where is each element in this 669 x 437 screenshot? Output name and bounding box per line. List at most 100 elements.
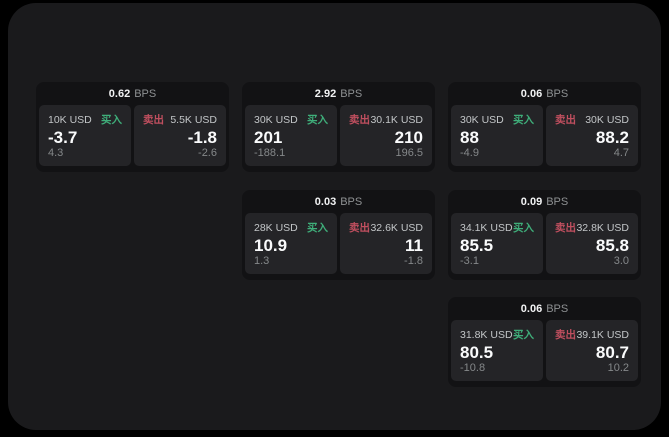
- buy-panel[interactable]: 34.1K USD 买入 85.5 -3.1: [451, 213, 543, 274]
- buy-side-label: 买入: [307, 222, 328, 234]
- sell-amount: 30K USD: [585, 114, 629, 126]
- quote-card: 2.92 BPS 30K USD 买入 201 -188.1 卖出 30.1K …: [242, 82, 435, 172]
- sell-side-label: 卖出: [143, 114, 164, 126]
- buy-panel-top: 28K USD 买入: [254, 220, 328, 235]
- buy-price: 201: [254, 128, 283, 147]
- bps-value: 0.62: [108, 87, 131, 100]
- buy-panel-top: 30K USD 买入: [254, 112, 328, 127]
- buy-panel-top: 34.1K USD 买入: [460, 220, 534, 235]
- card-header: 0.06 BPS: [448, 82, 641, 105]
- buy-price: 88: [460, 128, 479, 147]
- sell-side-label: 卖出: [555, 114, 576, 126]
- buy-delta: -4.9: [460, 147, 479, 159]
- sell-delta: 10.2: [607, 362, 629, 374]
- quote-panels: 31.8K USD 买入 80.5 -10.8 卖出 39.1K USD 80.…: [448, 320, 641, 384]
- sell-price: 210: [394, 128, 423, 147]
- buy-delta: -3.1: [460, 255, 479, 267]
- quote-card: 0.09 BPS 34.1K USD 买入 85.5 -3.1 卖出 32.8K…: [448, 190, 641, 280]
- quote-card: 0.06 BPS 31.8K USD 买入 80.5 -10.8 卖出 39.1…: [448, 297, 641, 387]
- buy-panel[interactable]: 28K USD 买入 10.9 1.3: [245, 213, 337, 274]
- buy-amount: 31.8K USD: [460, 329, 513, 341]
- buy-side-label: 买入: [513, 222, 534, 234]
- buy-price: 80.5: [460, 343, 494, 362]
- buy-panel-top: 30K USD 买入: [460, 112, 534, 127]
- sell-side-label: 卖出: [555, 222, 576, 234]
- bps-unit-label: BPS: [546, 302, 569, 315]
- sell-delta: -2.6: [198, 147, 217, 159]
- sell-panel[interactable]: 卖出 32.8K USD 85.8 3.0: [546, 213, 638, 274]
- buy-panel-top: 31.8K USD 买入: [460, 327, 534, 342]
- sell-panel-top: 卖出 39.1K USD: [555, 327, 629, 342]
- sell-price: 11: [405, 236, 423, 255]
- quotes-dashboard: 0.62 BPS 10K USD 买入 -3.7 4.3 卖出 5.5K USD…: [8, 3, 661, 430]
- buy-price: -3.7: [48, 128, 78, 147]
- quote-card: 0.62 BPS 10K USD 买入 -3.7 4.3 卖出 5.5K USD…: [36, 82, 229, 172]
- sell-panel-top: 卖出 30.1K USD: [349, 112, 423, 127]
- card-header: 0.06 BPS: [448, 297, 641, 320]
- buy-amount: 34.1K USD: [460, 222, 513, 234]
- buy-price: 85.5: [460, 236, 494, 255]
- sell-delta: 4.7: [613, 147, 629, 159]
- sell-amount: 32.6K USD: [370, 222, 423, 234]
- sell-amount: 39.1K USD: [576, 329, 629, 341]
- bps-unit-label: BPS: [134, 87, 157, 100]
- quote-panels: 30K USD 买入 88 -4.9 卖出 30K USD 88.2 4.7: [448, 105, 641, 169]
- sell-panel[interactable]: 卖出 30.1K USD 210 196.5: [340, 105, 432, 166]
- bps-value: 0.06: [520, 87, 543, 100]
- bps-value: 0.06: [520, 302, 543, 315]
- sell-delta: 196.5: [395, 147, 423, 159]
- sell-price: 88.2: [595, 128, 629, 147]
- sell-panel-top: 卖出 5.5K USD: [143, 112, 217, 127]
- bps-value: 0.03: [314, 195, 337, 208]
- sell-price: 85.8: [595, 236, 629, 255]
- buy-amount: 30K USD: [460, 114, 504, 126]
- buy-delta: 4.3: [48, 147, 64, 159]
- sell-price: 80.7: [595, 343, 629, 362]
- bps-unit-label: BPS: [546, 87, 569, 100]
- sell-side-label: 卖出: [555, 329, 576, 341]
- buy-side-label: 买入: [101, 114, 122, 126]
- buy-price: 10.9: [254, 236, 288, 255]
- sell-delta: -1.8: [404, 255, 423, 267]
- buy-delta: 1.3: [254, 255, 270, 267]
- buy-delta: -188.1: [254, 147, 286, 159]
- buy-panel[interactable]: 30K USD 买入 201 -188.1: [245, 105, 337, 166]
- sell-panel-top: 卖出 32.6K USD: [349, 220, 423, 235]
- sell-delta: 3.0: [613, 255, 629, 267]
- sell-side-label: 卖出: [349, 222, 370, 234]
- card-header: 0.62 BPS: [36, 82, 229, 105]
- sell-side-label: 卖出: [349, 114, 370, 126]
- quote-panels: 34.1K USD 买入 85.5 -3.1 卖出 32.8K USD 85.8…: [448, 213, 641, 277]
- sell-amount: 5.5K USD: [170, 114, 217, 126]
- card-header: 0.03 BPS: [242, 190, 435, 213]
- buy-amount: 30K USD: [254, 114, 298, 126]
- bps-value: 2.92: [314, 87, 337, 100]
- sell-panel-top: 卖出 32.8K USD: [555, 220, 629, 235]
- quote-panels: 30K USD 买入 201 -188.1 卖出 30.1K USD 210 1…: [242, 105, 435, 169]
- sell-amount: 32.8K USD: [576, 222, 629, 234]
- buy-panel[interactable]: 10K USD 买入 -3.7 4.3: [39, 105, 131, 166]
- sell-panel[interactable]: 卖出 32.6K USD 11 -1.8: [340, 213, 432, 274]
- sell-amount: 30.1K USD: [370, 114, 423, 126]
- buy-amount: 10K USD: [48, 114, 92, 126]
- quote-card: 0.06 BPS 30K USD 买入 88 -4.9 卖出 30K USD 8…: [448, 82, 641, 172]
- sell-panel-top: 卖出 30K USD: [555, 112, 629, 127]
- bps-unit-label: BPS: [340, 195, 363, 208]
- bps-value: 0.09: [520, 195, 543, 208]
- quote-panels: 10K USD 买入 -3.7 4.3 卖出 5.5K USD -1.8 -2.…: [36, 105, 229, 169]
- buy-panel[interactable]: 31.8K USD 买入 80.5 -10.8: [451, 320, 543, 381]
- buy-panel[interactable]: 30K USD 买入 88 -4.9: [451, 105, 543, 166]
- sell-price: -1.8: [187, 128, 217, 147]
- buy-side-label: 买入: [513, 329, 534, 341]
- buy-amount: 28K USD: [254, 222, 298, 234]
- sell-panel[interactable]: 卖出 39.1K USD 80.7 10.2: [546, 320, 638, 381]
- buy-panel-top: 10K USD 买入: [48, 112, 122, 127]
- sell-panel[interactable]: 卖出 30K USD 88.2 4.7: [546, 105, 638, 166]
- quote-card: 0.03 BPS 28K USD 买入 10.9 1.3 卖出 32.6K US…: [242, 190, 435, 280]
- card-header: 2.92 BPS: [242, 82, 435, 105]
- buy-delta: -10.8: [460, 362, 486, 374]
- buy-side-label: 买入: [307, 114, 328, 126]
- sell-panel[interactable]: 卖出 5.5K USD -1.8 -2.6: [134, 105, 226, 166]
- bps-unit-label: BPS: [546, 195, 569, 208]
- quote-panels: 28K USD 买入 10.9 1.3 卖出 32.6K USD 11 -1.8: [242, 213, 435, 277]
